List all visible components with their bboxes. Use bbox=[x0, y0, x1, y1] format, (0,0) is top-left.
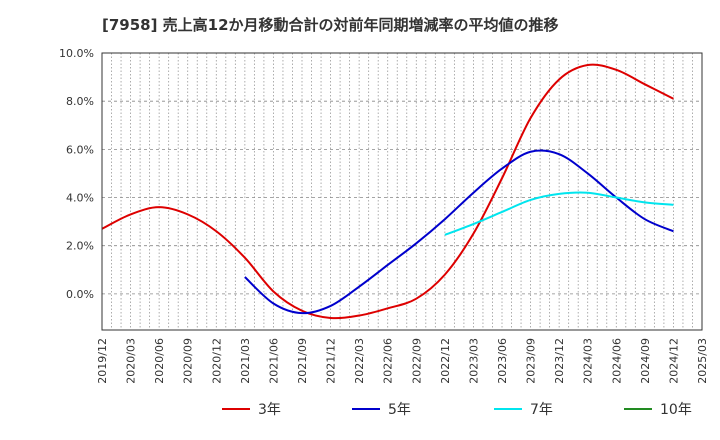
x-tick-label: 2021/06 bbox=[267, 338, 280, 384]
series-lines bbox=[101, 63, 674, 320]
y-tick-label: 0.0% bbox=[66, 288, 94, 301]
legend: 3年 5年 7年 10年 bbox=[222, 402, 692, 418]
legend-label: 5年 bbox=[388, 402, 411, 418]
x-tick-label: 2024/06 bbox=[610, 338, 623, 384]
x-tick-label: 2023/12 bbox=[553, 338, 566, 384]
legend-label: 10年 bbox=[660, 402, 692, 418]
y-tick-label: 6.0% bbox=[66, 143, 94, 156]
x-tick-label: 2023/03 bbox=[467, 338, 480, 384]
x-tick-label: 2020/06 bbox=[153, 338, 166, 384]
y-tick-label: 10.0% bbox=[59, 47, 94, 60]
grid bbox=[102, 53, 702, 330]
series-line-2 bbox=[244, 149, 674, 315]
x-tick-label: 2024/03 bbox=[582, 338, 595, 384]
x-tick-label: 2021/03 bbox=[239, 338, 252, 384]
x-tick-label: 2020/09 bbox=[182, 338, 195, 384]
x-tick-label: 2022/03 bbox=[353, 338, 366, 384]
series-line-3 bbox=[444, 191, 674, 236]
y-tick-label: 2.0% bbox=[66, 240, 94, 253]
x-tick-label: 2023/06 bbox=[496, 338, 509, 384]
x-tick-label: 2023/09 bbox=[525, 338, 538, 384]
x-tick-label: 2021/09 bbox=[296, 338, 309, 384]
plot-frame bbox=[101, 52, 703, 331]
legend-label: 3年 bbox=[258, 402, 281, 418]
y-tick-label: 8.0% bbox=[66, 95, 94, 108]
x-tick-label: 2024/12 bbox=[667, 338, 680, 384]
x-tick-label: 2022/09 bbox=[410, 338, 423, 384]
chart-title: [7958] 売上高12か月移動合計の対前年同期増減率の平均値の推移 bbox=[102, 16, 559, 34]
y-tick-label: 4.0% bbox=[66, 192, 94, 205]
x-tick-label: 2020/03 bbox=[125, 338, 138, 384]
x-tick-label: 2022/06 bbox=[382, 338, 395, 384]
x-tick-label: 2020/12 bbox=[210, 338, 223, 384]
legend-label: 7年 bbox=[530, 402, 553, 418]
y-axis-ticks: 0.0% 2.0% 4.0% 6.0% 8.0% 10.0% bbox=[59, 47, 94, 301]
x-axis-ticks: 2019/12 2020/03 2020/06 2020/09 2020/12 2021/… bbox=[96, 338, 709, 384]
x-tick-label: 2019/12 bbox=[96, 338, 109, 384]
x-tick-label: 2024/09 bbox=[639, 338, 652, 384]
x-tick-label: 2022/12 bbox=[439, 338, 452, 384]
x-tick-label: 2021/12 bbox=[325, 338, 338, 384]
series-line-1 bbox=[101, 63, 674, 320]
x-tick-label: 2025/03 bbox=[696, 338, 709, 384]
